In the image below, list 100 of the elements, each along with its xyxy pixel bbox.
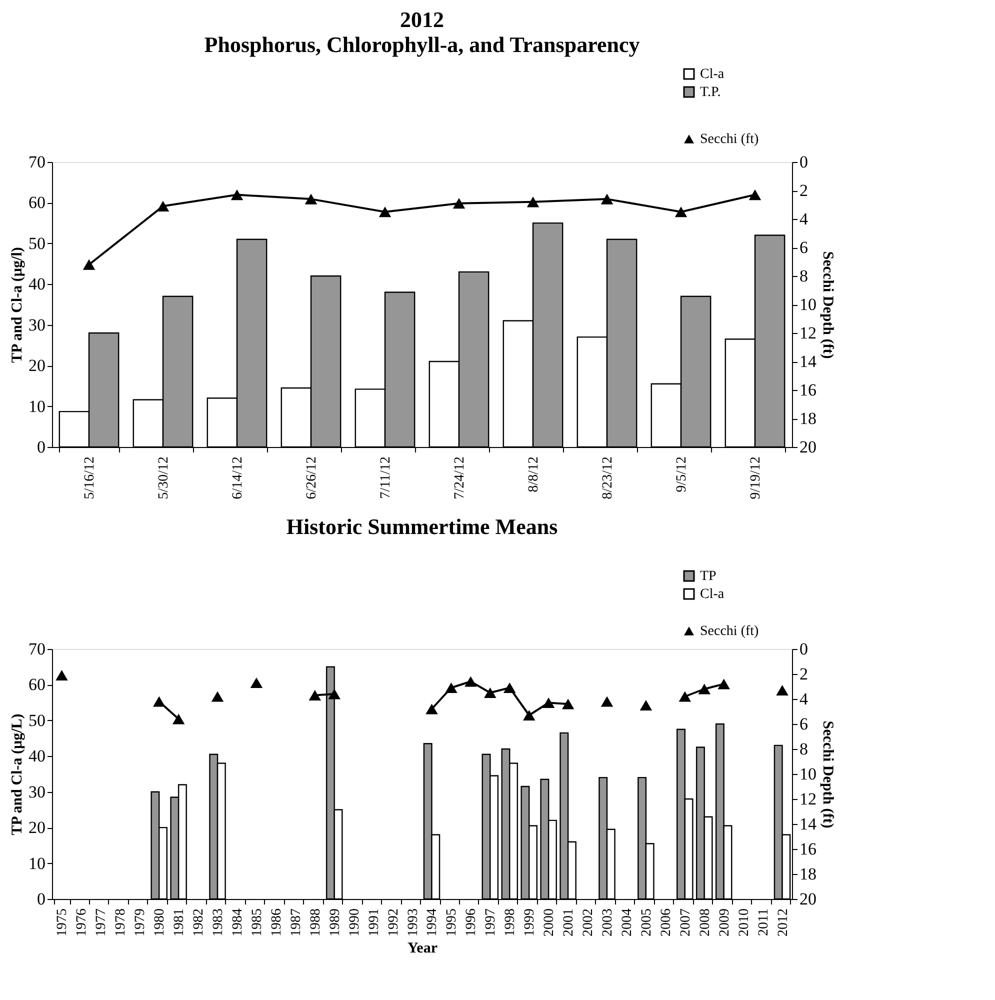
- y2-tick-label: 0: [800, 640, 808, 658]
- x-tick-label: 1976: [74, 908, 90, 936]
- y-axis-title: TP and Cl-a (µg/L): [10, 714, 26, 836]
- chart-subtitle: Phosphorus, Chlorophyll-a, and Transparency: [204, 32, 640, 57]
- x-tick-label: 1987: [288, 908, 304, 936]
- point: [328, 688, 340, 700]
- legend-label: T.P.: [700, 85, 721, 100]
- x-tick-label: 2000: [542, 908, 558, 936]
- x-tick-label: 2008: [698, 908, 713, 936]
- y-tick-label: 40: [28, 274, 46, 294]
- x-tick-label: 2010: [736, 908, 752, 936]
- y2-tick-label: 0: [800, 152, 808, 172]
- x-tick-label: 1985: [250, 908, 265, 936]
- x-tick-label: 1989: [328, 908, 343, 936]
- x-tick-label: 1990: [347, 908, 362, 936]
- x-tick-label: 2001: [562, 908, 577, 936]
- x-tick-label: 1988: [308, 908, 324, 936]
- x-tick-label: 1995: [444, 908, 460, 936]
- y-tick-label: 30: [28, 782, 46, 802]
- y-tick-label: 40: [28, 746, 46, 766]
- x-tick-label: 1984: [230, 908, 246, 936]
- x-tick-label: 1999: [522, 908, 538, 936]
- legend-label: TP: [700, 569, 717, 584]
- x-tick-label: 1978: [114, 908, 129, 936]
- point: [56, 670, 68, 681]
- x-tick-label: 1980: [152, 908, 168, 936]
- y2-tick-label: 18: [800, 864, 816, 884]
- point: [600, 696, 614, 707]
- x-tick-label: 1996: [464, 908, 480, 936]
- x-tick-label: 9/19/12: [748, 456, 764, 500]
- point: [250, 677, 263, 688]
- x-tick-label: 7/11/12: [378, 456, 394, 499]
- x-tick-label: 1977: [94, 908, 110, 936]
- y-tick-label: 70: [28, 152, 46, 172]
- y-tick-label: 0: [37, 438, 46, 456]
- y2-tick-label: 4: [800, 690, 808, 708]
- y-tick-label: 50: [28, 710, 46, 730]
- x-tick-label: 1991: [366, 908, 382, 936]
- point: [82, 259, 96, 270]
- x-tick-label: 8/23/12: [600, 456, 616, 500]
- y2-tick-label: 10: [800, 764, 816, 784]
- x-tick-label: 5/30/12: [156, 456, 172, 500]
- x-tick-label: 1998: [503, 908, 518, 936]
- y-tick-label: 70: [28, 640, 46, 658]
- y2-tick-label: 8: [800, 266, 808, 286]
- y2-tick-label: 14: [800, 814, 817, 834]
- x-tick-label: 2002: [581, 908, 596, 936]
- x-tick-label: 1997: [484, 908, 499, 936]
- y2-tick-label: 18: [800, 409, 816, 428]
- y2-tick-label: 4: [800, 210, 808, 228]
- x-tick-label: 1983: [211, 908, 226, 936]
- x-tick-label: 1994: [425, 908, 440, 936]
- x-tick-label: 2005: [639, 908, 654, 936]
- y-tick-label: 20: [28, 818, 46, 838]
- y-tick-label: 10: [28, 396, 46, 416]
- x-tick-label: 5/16/12: [82, 456, 98, 500]
- x-tick-label: 7/24/12: [452, 456, 468, 500]
- y-tick-label: 60: [28, 675, 46, 694]
- x-tick-label: 2004: [620, 908, 635, 936]
- point: [211, 691, 224, 702]
- y2-tick-label: 12: [800, 790, 816, 808]
- x-tick-label: 8/8/12: [526, 456, 542, 492]
- y2-tick-label: 12: [800, 324, 816, 342]
- y2-tick-label: 2: [800, 664, 808, 684]
- x-tick-label: 1975: [55, 908, 70, 936]
- legend-label: Cl-a: [700, 587, 725, 602]
- y-axis-title: TP and Cl-a (µg/l): [10, 247, 26, 363]
- x-tick-label: 2011: [756, 908, 772, 936]
- x-tick-label: 2006: [658, 908, 674, 936]
- chart-title: 2012: [400, 7, 444, 32]
- legend-label: Cl-a: [700, 67, 725, 82]
- y2-tick-label: 14: [800, 352, 817, 371]
- x-tick-label: 2012: [776, 908, 791, 936]
- x-tick-label: 1992: [386, 908, 402, 936]
- y-tick-label: 50: [28, 234, 46, 253]
- point: [776, 684, 788, 696]
- x-tick-label: 1981: [172, 908, 188, 936]
- x-tick-label: 6/14/12: [230, 456, 246, 500]
- x-tick-label: 2007: [678, 908, 694, 936]
- x-tick-label: 1986: [269, 908, 284, 936]
- x-tick-label: 1979: [133, 908, 148, 936]
- x-tick-label: 1993: [406, 908, 421, 936]
- x-tick-label: 6/26/12: [304, 456, 320, 500]
- x-tick-label: 1982: [192, 908, 207, 936]
- y2-tick-label: 2: [800, 181, 808, 200]
- x-tick-label: 9/5/12: [674, 456, 690, 492]
- x-tick-label: 2003: [600, 908, 616, 936]
- y2-tick-label: 16: [800, 840, 816, 858]
- y-tick-label: 0: [37, 890, 46, 908]
- y-tick-label: 20: [28, 356, 46, 376]
- y2-tick-label: 20: [800, 890, 816, 908]
- y2-tick-label: 8: [800, 740, 808, 758]
- y2-axis-title: Secchi Depth (ft): [820, 720, 836, 828]
- y-tick-label: 30: [28, 315, 46, 334]
- y2-tick-label: 16: [800, 380, 816, 400]
- y2-tick-label: 6: [800, 238, 808, 257]
- y2-tick-label: 20: [800, 438, 816, 456]
- x-axis-title: Year: [408, 940, 438, 956]
- legend-label: Secchi (ft): [700, 624, 760, 639]
- y-tick-label: 10: [28, 854, 46, 873]
